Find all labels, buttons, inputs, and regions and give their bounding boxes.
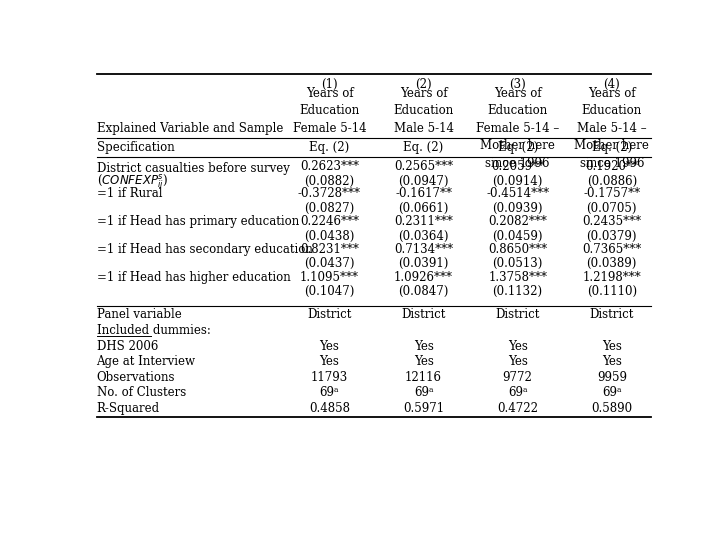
- Text: =1 if Head has secondary education: =1 if Head has secondary education: [97, 243, 313, 256]
- Text: (0.0391): (0.0391): [398, 257, 449, 270]
- Text: Yes: Yes: [602, 340, 622, 352]
- Text: Yes: Yes: [507, 340, 528, 352]
- Text: 0.1920**: 0.1920**: [585, 160, 638, 173]
- Text: (1): (1): [321, 77, 338, 91]
- Text: 69ᵃ: 69ᵃ: [320, 387, 340, 399]
- Text: 69ᵃ: 69ᵃ: [508, 387, 527, 399]
- Text: Years of
Education
Female 5-14: Years of Education Female 5-14: [293, 87, 366, 135]
- Text: 11793: 11793: [311, 371, 348, 384]
- Text: (0.0437): (0.0437): [304, 257, 355, 270]
- Text: R-Squared: R-Squared: [97, 402, 160, 415]
- Text: 0.5890: 0.5890: [591, 402, 632, 415]
- Text: Observations: Observations: [97, 371, 175, 384]
- Text: 9959: 9959: [597, 371, 627, 384]
- Text: (3): (3): [510, 77, 526, 91]
- Text: =1 if Rural: =1 if Rural: [97, 187, 162, 200]
- Text: Yes: Yes: [414, 340, 433, 352]
- Text: Yes: Yes: [602, 355, 622, 368]
- Text: District: District: [590, 308, 634, 321]
- Text: 69ᵃ: 69ᵃ: [602, 387, 622, 399]
- Text: 0.2311***: 0.2311***: [394, 215, 453, 228]
- Text: (0.0389): (0.0389): [587, 257, 637, 270]
- Text: Yes: Yes: [320, 340, 340, 352]
- Text: District: District: [401, 308, 446, 321]
- Text: (0.0364): (0.0364): [398, 230, 449, 242]
- Text: (0.0947): (0.0947): [398, 175, 449, 188]
- Text: Eq. (2): Eq. (2): [592, 141, 632, 154]
- Text: (4): (4): [603, 77, 620, 91]
- Text: 69ᵃ: 69ᵃ: [414, 387, 433, 399]
- Text: 1.1095***: 1.1095***: [300, 271, 359, 284]
- Text: Yes: Yes: [320, 355, 340, 368]
- Text: -0.3728***: -0.3728***: [298, 187, 361, 200]
- Text: 0.8231***: 0.8231***: [300, 243, 359, 256]
- Text: -0.1617**: -0.1617**: [395, 187, 452, 200]
- Text: =1 if Head has primary education: =1 if Head has primary education: [97, 215, 299, 228]
- Text: (0.0882): (0.0882): [305, 175, 355, 188]
- Text: (0.0886): (0.0886): [587, 175, 637, 188]
- Text: Explained Variable and Sample: Explained Variable and Sample: [97, 122, 283, 135]
- Text: (0.0661): (0.0661): [398, 201, 449, 215]
- Text: 1.2198***: 1.2198***: [582, 271, 641, 284]
- Text: Panel variable: Panel variable: [97, 308, 181, 321]
- Text: (0.1047): (0.1047): [305, 285, 355, 299]
- Text: 0.2082***: 0.2082***: [489, 215, 547, 228]
- Text: Yes: Yes: [414, 355, 433, 368]
- Text: (0.0705): (0.0705): [587, 201, 637, 215]
- Text: 9772: 9772: [503, 371, 533, 384]
- Text: Age at Interview: Age at Interview: [97, 355, 196, 368]
- Text: (2): (2): [415, 77, 432, 91]
- Text: (0.0379): (0.0379): [587, 230, 637, 242]
- Text: ($\mathit{CONFEXP}^s_{ij}$): ($\mathit{CONFEXP}^s_{ij}$): [97, 172, 168, 192]
- Text: Years of
Education
Male 5-14 –
Mother here
since 1996: Years of Education Male 5-14 – Mother he…: [574, 87, 649, 170]
- Text: 0.2435***: 0.2435***: [582, 215, 641, 228]
- Text: Specification: Specification: [97, 141, 174, 154]
- Text: Yes: Yes: [507, 355, 528, 368]
- Text: Years of
Education
Male 5-14: Years of Education Male 5-14: [393, 87, 454, 135]
- Text: District casualties before survey: District casualties before survey: [97, 161, 289, 175]
- Text: 0.8650***: 0.8650***: [488, 243, 547, 256]
- Text: 0.2623***: 0.2623***: [300, 160, 359, 173]
- Text: (0.0459): (0.0459): [492, 230, 543, 242]
- Text: -0.1757**: -0.1757**: [583, 187, 640, 200]
- Text: 12116: 12116: [405, 371, 442, 384]
- Text: (0.0438): (0.0438): [305, 230, 355, 242]
- Text: 0.7365***: 0.7365***: [582, 243, 641, 256]
- Text: (0.0914): (0.0914): [492, 175, 543, 188]
- Text: (0.0939): (0.0939): [492, 201, 543, 215]
- Text: Eq. (2): Eq. (2): [403, 141, 443, 154]
- Text: 0.2246***: 0.2246***: [300, 215, 359, 228]
- Text: 0.5971: 0.5971: [403, 402, 444, 415]
- Text: 1.0926***: 1.0926***: [394, 271, 453, 284]
- Text: (0.1132): (0.1132): [493, 285, 543, 299]
- Text: 0.4722: 0.4722: [497, 402, 538, 415]
- Text: 0.7134***: 0.7134***: [394, 243, 453, 256]
- Text: (0.0827): (0.0827): [305, 201, 355, 215]
- Text: Years of
Education
Female 5-14 –
Mother here
since 1996: Years of Education Female 5-14 – Mother …: [476, 87, 559, 170]
- Text: Eq. (2): Eq. (2): [497, 141, 538, 154]
- Text: Eq. (2): Eq. (2): [310, 141, 350, 154]
- Text: No. of Clusters: No. of Clusters: [97, 387, 186, 399]
- Text: District: District: [496, 308, 540, 321]
- Text: -0.4514***: -0.4514***: [486, 187, 549, 200]
- Text: =1 if Head has higher education: =1 if Head has higher education: [97, 271, 290, 284]
- Text: DHS 2006: DHS 2006: [97, 340, 158, 352]
- Text: (0.0847): (0.0847): [398, 285, 449, 299]
- Text: 0.2059**: 0.2059**: [491, 160, 545, 173]
- Text: (0.0513): (0.0513): [492, 257, 543, 270]
- Text: 1.3758***: 1.3758***: [488, 271, 547, 284]
- Text: 0.4858: 0.4858: [309, 402, 350, 415]
- Text: Included dummies:: Included dummies:: [97, 324, 210, 337]
- Text: 0.2565***: 0.2565***: [394, 160, 453, 173]
- Text: (0.1110): (0.1110): [587, 285, 637, 299]
- Text: District: District: [308, 308, 352, 321]
